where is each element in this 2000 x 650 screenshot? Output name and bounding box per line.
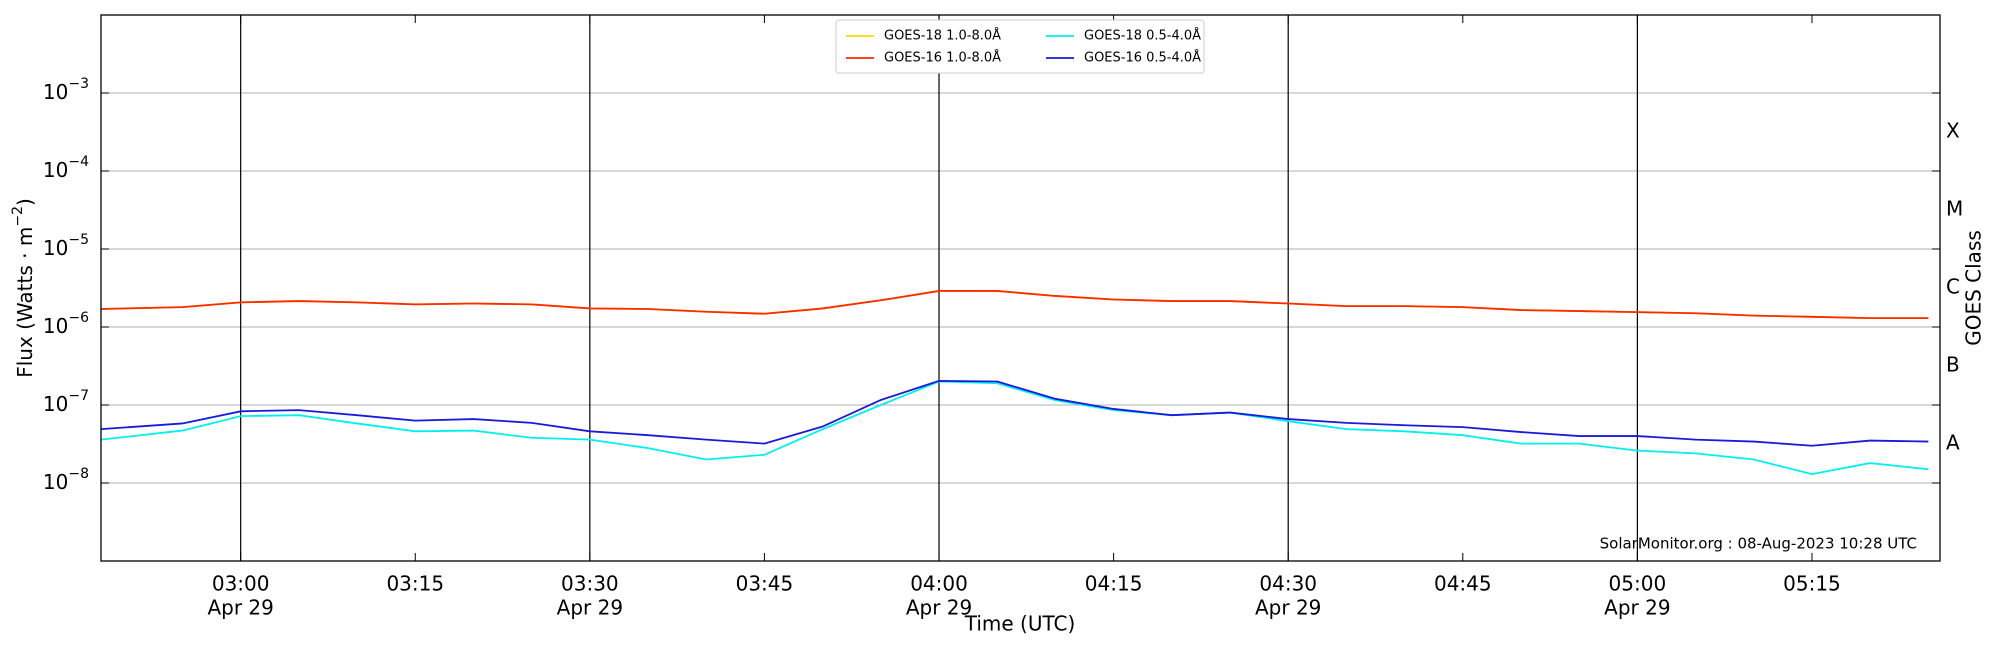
x-tick-label: 03:00 [212,572,270,596]
legend-label: GOES-18 1.0-8.0Å [884,28,1001,44]
x-tick-date: Apr 29 [1604,596,1670,620]
y-tick-label: 10−7 [43,388,89,416]
y-tick-label: 10−8 [43,466,89,494]
x-tick-label: 05:15 [1783,572,1841,596]
y-tick-label: 10−6 [43,310,89,338]
x-axis-title: Time (UTC) [964,612,1076,636]
series-line [100,380,1929,476]
legend-label: GOES-18 0.5-4.0Å [1084,28,1201,44]
x-tick-date: Apr 29 [207,596,273,620]
y-tick-label: 10−3 [43,76,89,104]
x-tick-label: 04:30 [1259,572,1317,596]
x-tick-label: 04:15 [1085,572,1143,596]
legend-label: GOES-16 1.0-8.0Å [884,50,1001,66]
y-tick-exponent: −8 [68,466,89,482]
legend-box [835,19,1205,74]
x-tick-label: 04:00 [910,572,968,596]
x-tick-label: 04:45 [1434,572,1492,596]
y-tick-base: 10 [43,314,68,338]
x-tick-label: 05:00 [1609,572,1667,596]
annotation: SolarMonitor.org : 08-Aug-2023 10:28 UTC [1600,535,1917,553]
y-tick-base: 10 [43,236,68,260]
y-tick-base: 10 [43,470,68,494]
y2-axis-title: GOES Class [1962,230,1986,346]
y-tick-base: 10 [43,80,68,104]
y-tick-label: 10−4 [43,154,89,182]
y-tick-exponent: −6 [68,310,89,326]
x-tick-date: Apr 29 [906,596,972,620]
y-axis-title-text: Flux (Watts · m [13,227,37,378]
y2-tick-label: A [1946,431,1960,455]
y2-tick-label: X [1946,119,1960,143]
x-tick-label: 03:45 [736,572,794,596]
x-tick-label: 03:15 [386,572,444,596]
series-line [100,290,1929,320]
y2-tick-label: C [1946,275,1960,299]
y-axis-title-sup: −2 [10,206,26,227]
y-tick-exponent: −7 [68,388,89,404]
y-axis-title-end: ) [13,198,37,206]
y-tick-base: 10 [43,392,68,416]
y-tick-base: 10 [43,158,68,182]
series-line [100,379,1929,447]
y-axis-title: Flux (Watts · m−2) [10,198,37,378]
series-line [100,290,1929,320]
x-tick-date: Apr 29 [1255,596,1321,620]
legend-label: GOES-16 0.5-4.0Å [1084,50,1201,66]
y-tick-exponent: −4 [68,154,89,170]
y-tick-exponent: −5 [68,232,89,248]
plot-frame [100,14,1941,562]
y-tick-exponent: −3 [68,76,89,92]
y2-tick-label: M [1946,197,1963,221]
y-tick-label: 10−5 [43,232,89,260]
x-tick-label: 03:30 [561,572,619,596]
x-tick-date: Apr 29 [557,596,623,620]
y2-tick-label: B [1946,353,1960,377]
